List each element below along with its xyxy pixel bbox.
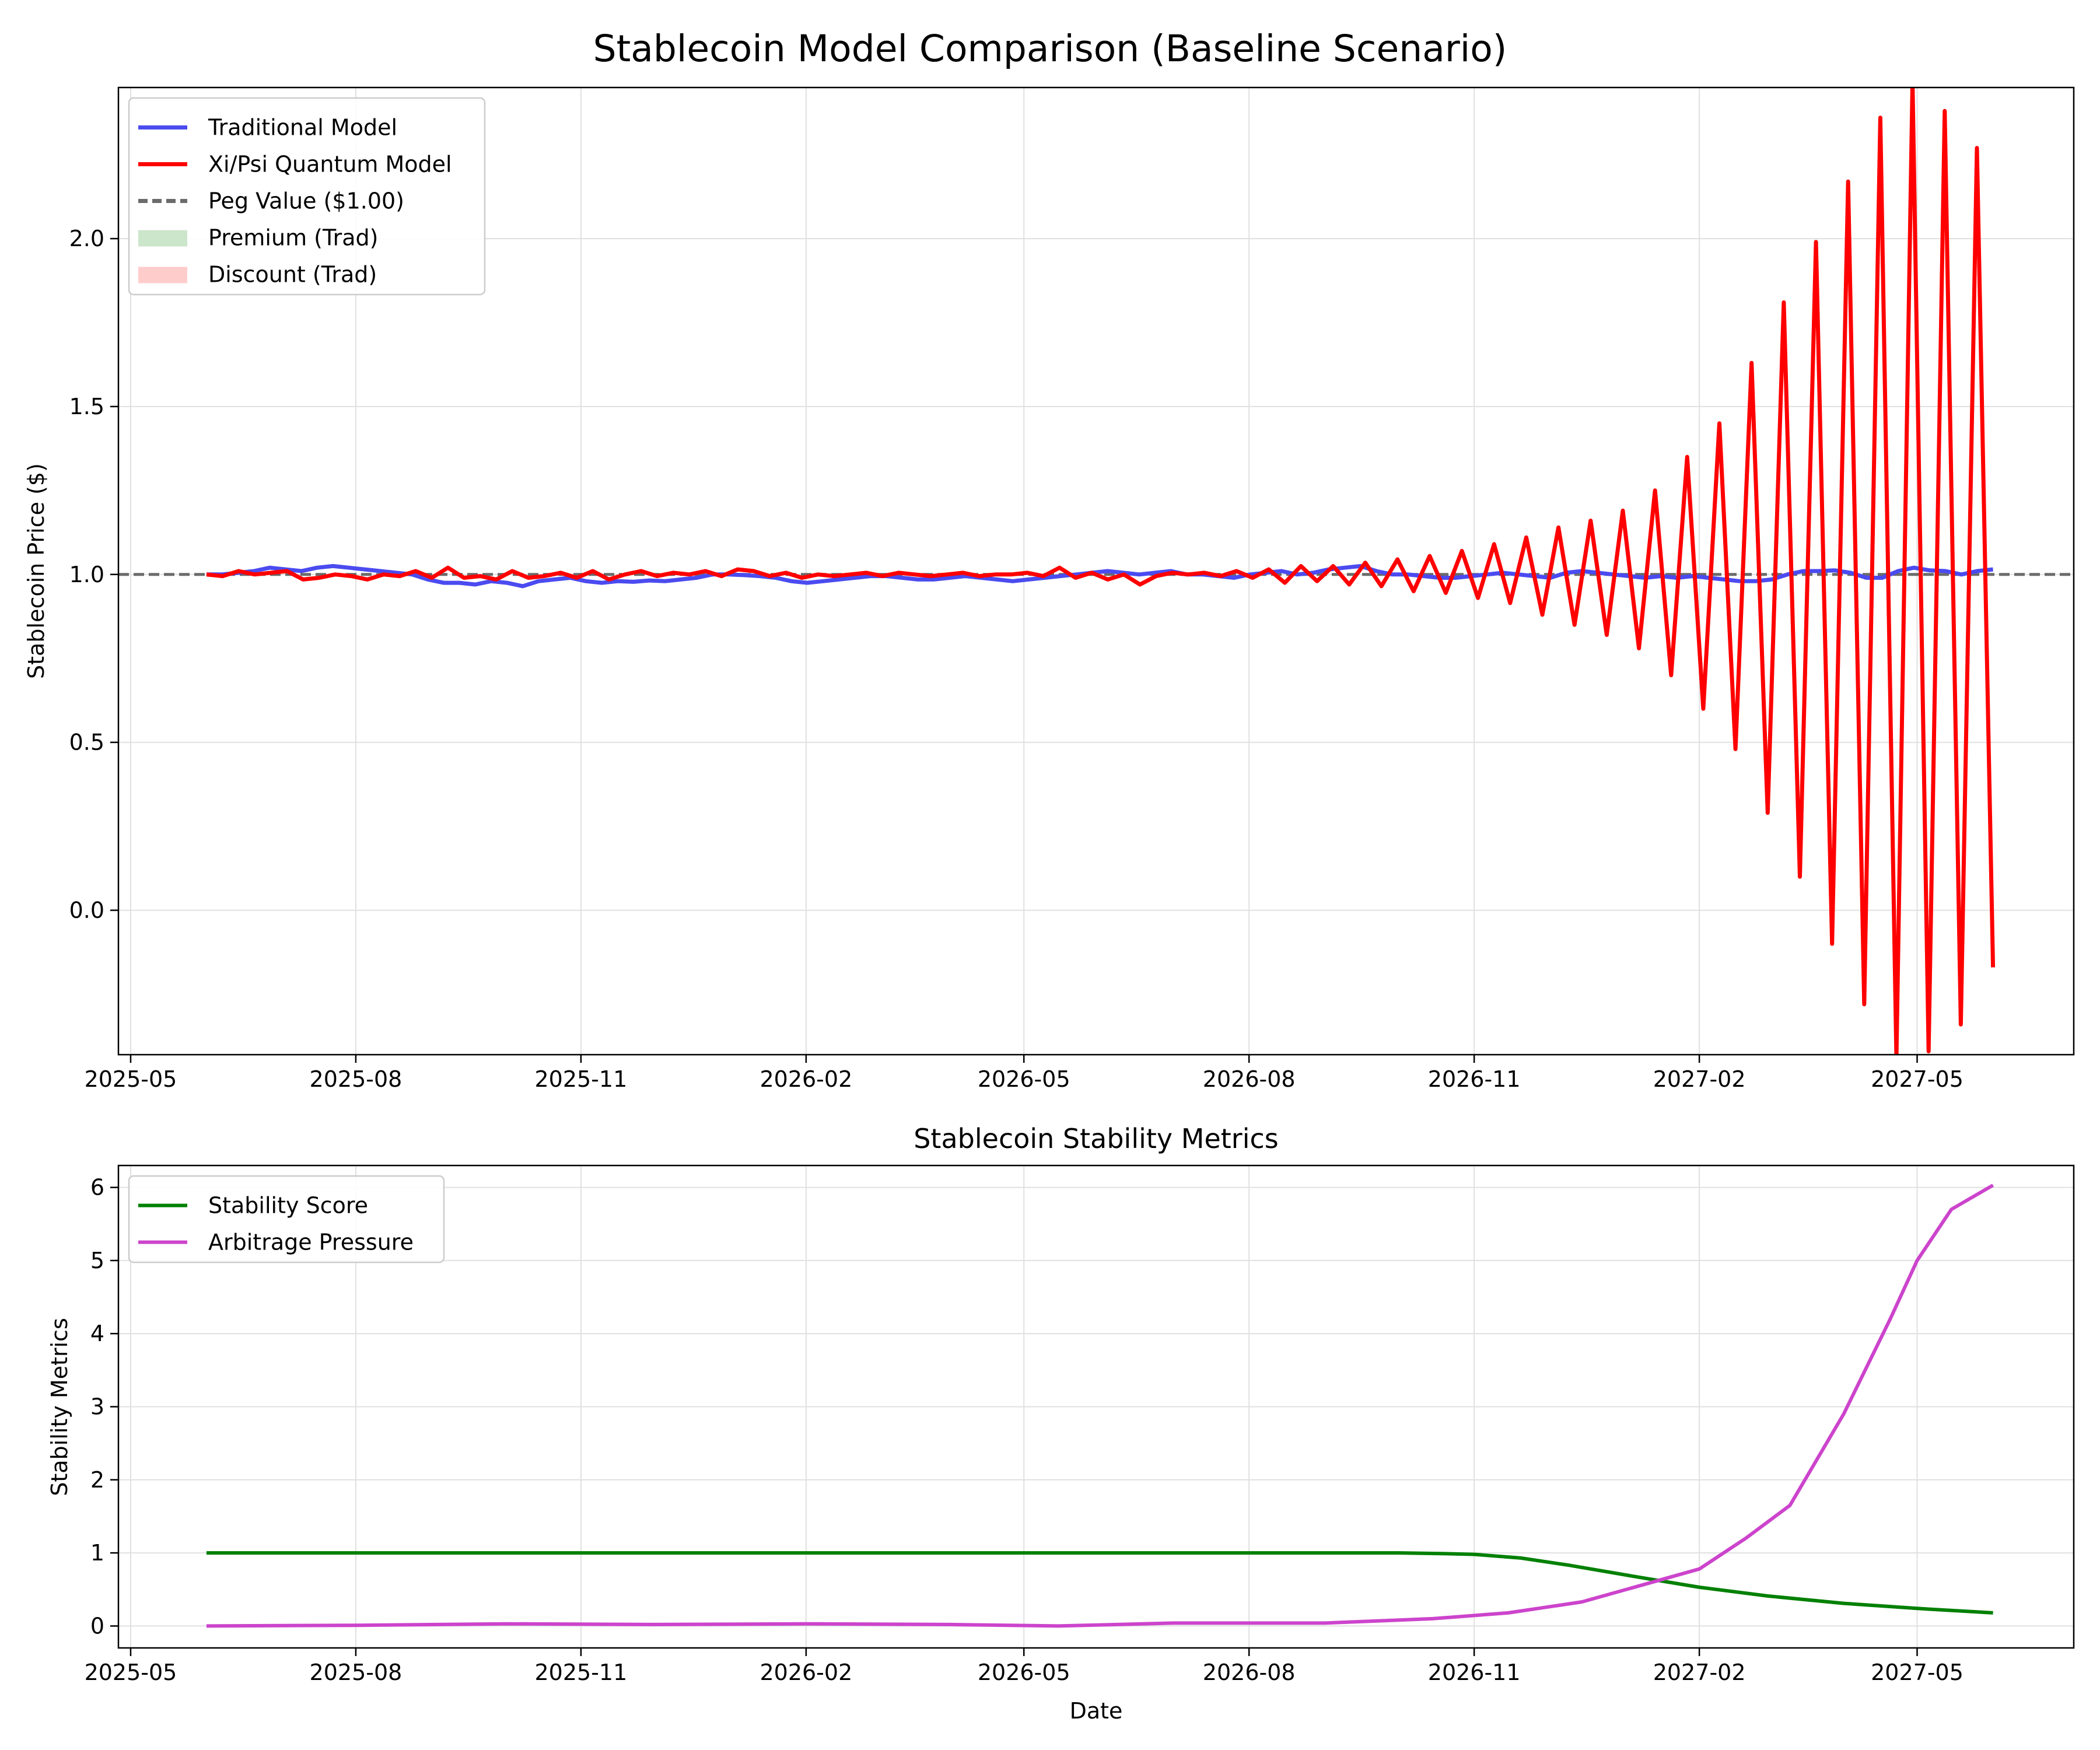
legend-label: Stability Score: [208, 1193, 368, 1219]
legend-label: Xi/Psi Quantum Model: [208, 152, 452, 177]
price-chart: Stablecoin Model Comparison (Baseline Sc…: [23, 27, 2075, 1092]
y-tick-label: 6: [90, 1175, 104, 1200]
metrics-chart: Stablecoin Stability Metrics 2025-05 2025…: [47, 1123, 2075, 1724]
x-tick-label: 2026-11: [1428, 1066, 1521, 1092]
legend-label: Premium (Trad): [208, 225, 378, 251]
y-tick-label: 5: [90, 1248, 104, 1273]
metrics-chart-y-ticks: 0 1 2 3 4 5 6: [90, 1175, 118, 1639]
y-tick-label: 4: [90, 1321, 104, 1346]
metrics-chart-x-ticks: 2025-05 2025-08 2025-11 2026-02 2026-05 2026-…: [85, 1648, 1964, 1685]
x-tick-label: 2026-11: [1428, 1660, 1521, 1685]
price-chart-series: [206, 88, 1996, 1055]
series-line-arbitrage-pressure: [206, 1184, 1994, 1628]
price-chart-y-label: Stablecoin Price ($): [23, 463, 49, 679]
legend-box: [128, 97, 486, 296]
series-line-xi-psi-quantum-model: [206, 88, 1996, 1055]
x-tick-label: 2026-05: [978, 1660, 1070, 1685]
y-tick-label: 0.0: [69, 897, 104, 923]
metrics-chart-y-label: Stability Metrics: [47, 1318, 72, 1496]
x-tick-label: 2026-05: [978, 1066, 1070, 1092]
x-tick-label: 2027-05: [1871, 1660, 1964, 1685]
legend-box: [128, 1175, 445, 1264]
x-tick-label: 2025-08: [310, 1660, 402, 1685]
legend-label: Peg Value ($1.00): [208, 188, 404, 214]
y-tick-label: 0.5: [69, 730, 104, 755]
legend-label: Discount (Trad): [208, 262, 377, 288]
x-tick-label: 2026-08: [1203, 1660, 1296, 1685]
x-tick-label: 2026-02: [760, 1066, 852, 1092]
metrics-chart-title: Stablecoin Stability Metrics: [914, 1123, 1279, 1154]
price-chart-legend: Traditional Model Xi/Psi Quantum Model Peg…: [128, 97, 486, 296]
y-tick-label: 0: [90, 1613, 104, 1639]
x-tick-label: 2025-11: [535, 1066, 628, 1092]
legend-swatch: [138, 267, 187, 284]
y-tick-label: 3: [90, 1394, 104, 1420]
y-tick-label: 1.0: [69, 562, 104, 587]
x-tick-label: 2027-02: [1653, 1066, 1746, 1092]
x-tick-label: 2025-05: [85, 1660, 177, 1685]
price-chart-y-ticks: 0.0 0.5 1.0 1.5 2.0: [69, 226, 118, 923]
y-tick-label: 1: [90, 1540, 104, 1566]
price-chart-x-ticks: 2025-05 2025-08 2025-11 2026-02 2026-05 2026-…: [85, 1055, 1964, 1092]
y-tick-label: 1.5: [69, 394, 104, 419]
x-tick-label: 2026-08: [1203, 1066, 1296, 1092]
y-tick-label: 2.0: [69, 226, 104, 251]
x-tick-label: 2025-08: [310, 1066, 402, 1092]
legend-label: Arbitrage Pressure: [208, 1230, 414, 1255]
price-chart-title: Stablecoin Model Comparison (Baseline Sc…: [593, 27, 1507, 70]
x-tick-label: 2025-11: [535, 1660, 628, 1685]
metrics-chart-series: [206, 1184, 1994, 1628]
x-tick-label: 2027-02: [1653, 1660, 1746, 1685]
price-chart-axes-frame: [117, 86, 2075, 1056]
metrics-chart-legend: Stability Score Arbitrage Pressure: [128, 1175, 445, 1264]
x-tick-label: 2027-05: [1871, 1066, 1964, 1092]
series-line-stability-score: [206, 1551, 1993, 1615]
legend-swatch: [138, 230, 187, 247]
x-tick-label: 2026-02: [760, 1660, 852, 1685]
y-tick-label: 2: [90, 1467, 104, 1493]
legend-label: Traditional Model: [208, 115, 397, 141]
metrics-chart-x-label: Date: [1070, 1698, 1123, 1724]
x-tick-label: 2025-05: [85, 1066, 177, 1092]
